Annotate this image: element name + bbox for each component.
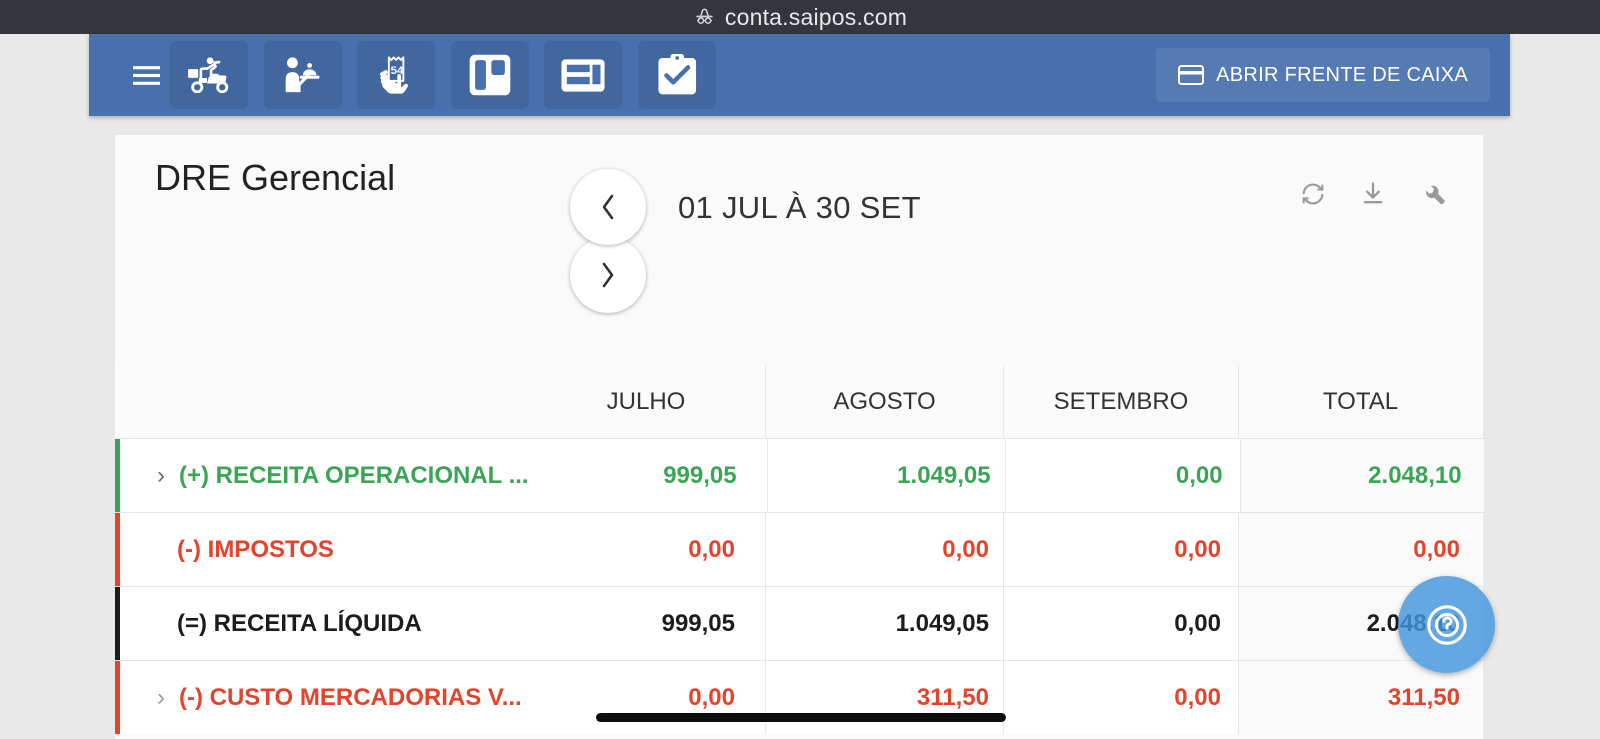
svg-text:54: 54 [390,64,403,76]
